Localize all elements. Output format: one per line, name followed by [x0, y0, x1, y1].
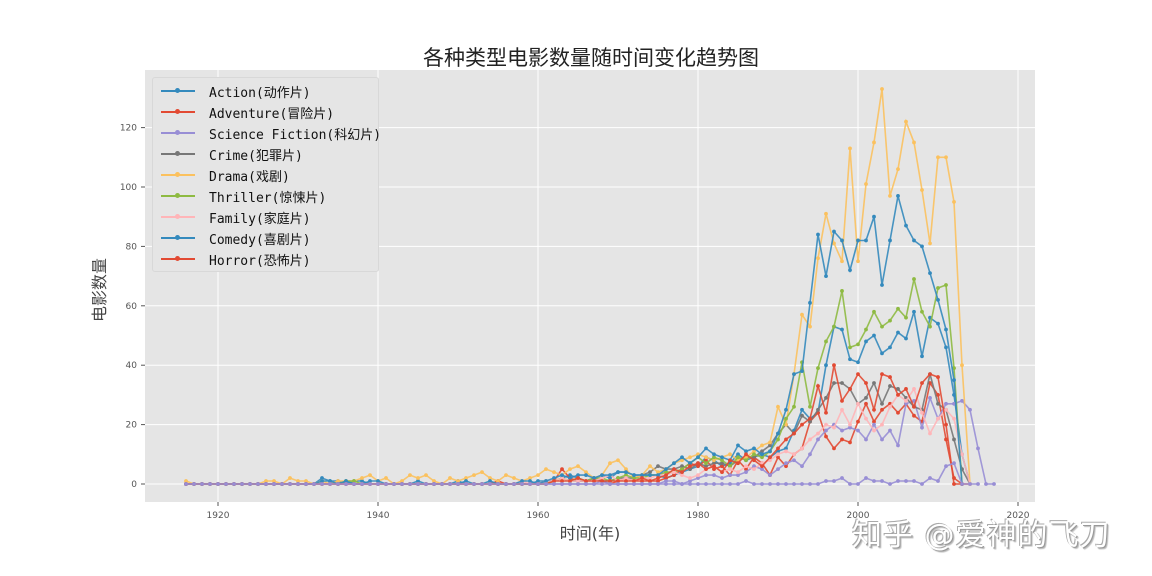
- y-tick-label: 0: [131, 480, 137, 490]
- y-axis-label: 电影数量: [90, 257, 109, 323]
- legend-label: Crime(犯罪片): [209, 148, 303, 164]
- legend-line-marker-icon: [161, 130, 195, 135]
- legend-label: Comedy(喜剧片): [209, 232, 311, 248]
- y-tick-label: 20: [126, 421, 138, 431]
- legend-item: Horror(恐怖片): [153, 249, 311, 269]
- x-tick-label: 2020: [1007, 511, 1030, 521]
- x-axis-label: 时间(年): [559, 524, 621, 543]
- legend-line-marker-icon: [161, 109, 195, 114]
- legend-label: Horror(恐怖片): [209, 253, 311, 269]
- legend-line-marker-icon: [161, 214, 195, 219]
- y-tick-label: 40: [126, 361, 138, 371]
- legend-line-marker-icon: [161, 88, 195, 93]
- legend-label: Thriller(惊悚片): [209, 190, 327, 206]
- legend-item: Science Fiction(科幻片): [153, 123, 381, 143]
- data-series: [184, 87, 996, 486]
- legend-line-marker-icon: [161, 151, 195, 156]
- grid-lines: [145, 70, 1035, 502]
- chart-legend: Action(动作片) Adventure(冒险片) Science Fiction…: [152, 77, 381, 272]
- legend-item: Adventure(冒险片): [153, 102, 334, 122]
- legend-label: Adventure(冒险片): [209, 106, 335, 122]
- x-tick-label: 1940: [367, 511, 390, 521]
- y-tick-label: 100: [120, 183, 137, 193]
- legend-label: Family(家庭片): [209, 211, 311, 227]
- legend-line-marker-icon: [161, 193, 195, 198]
- y-tick-label: 120: [120, 124, 137, 134]
- chart-title: 各种类型电影数量随时间变化趋势图: [423, 46, 759, 70]
- series-line: [184, 461, 980, 486]
- legend-item: Crime(犯罪片): [153, 144, 303, 164]
- y-tick-label: 60: [126, 302, 138, 312]
- x-tick-label: 1920: [207, 511, 230, 521]
- legend-item: Thriller(惊悚片): [153, 186, 326, 206]
- y-tick-label: 80: [126, 242, 138, 252]
- legend-item: Drama(戏剧): [153, 165, 290, 185]
- legend-line-marker-icon: [161, 235, 195, 240]
- x-tick-label: 2000: [847, 511, 870, 521]
- legend-label: Drama(戏剧): [209, 169, 290, 185]
- watermark: 知乎 @爱神的飞刀: [852, 518, 1111, 553]
- legend-line-marker-icon: [161, 256, 195, 261]
- x-tick-label: 1980: [687, 511, 710, 521]
- axis-ticks: 1920 1940 1960 1980 2000 2020 0 20 40 60 80 100 120: [120, 124, 1030, 521]
- legend-item: Action(动作片): [153, 81, 311, 101]
- legend-label: Science Fiction(科幻片): [209, 127, 382, 143]
- x-tick-label: 1960: [527, 511, 550, 521]
- legend-label: Action(动作片): [209, 85, 311, 101]
- legend-item: Comedy(喜剧片): [153, 228, 311, 248]
- legend-line-marker-icon: [161, 172, 195, 177]
- legend-item: Family(家庭片): [153, 207, 311, 227]
